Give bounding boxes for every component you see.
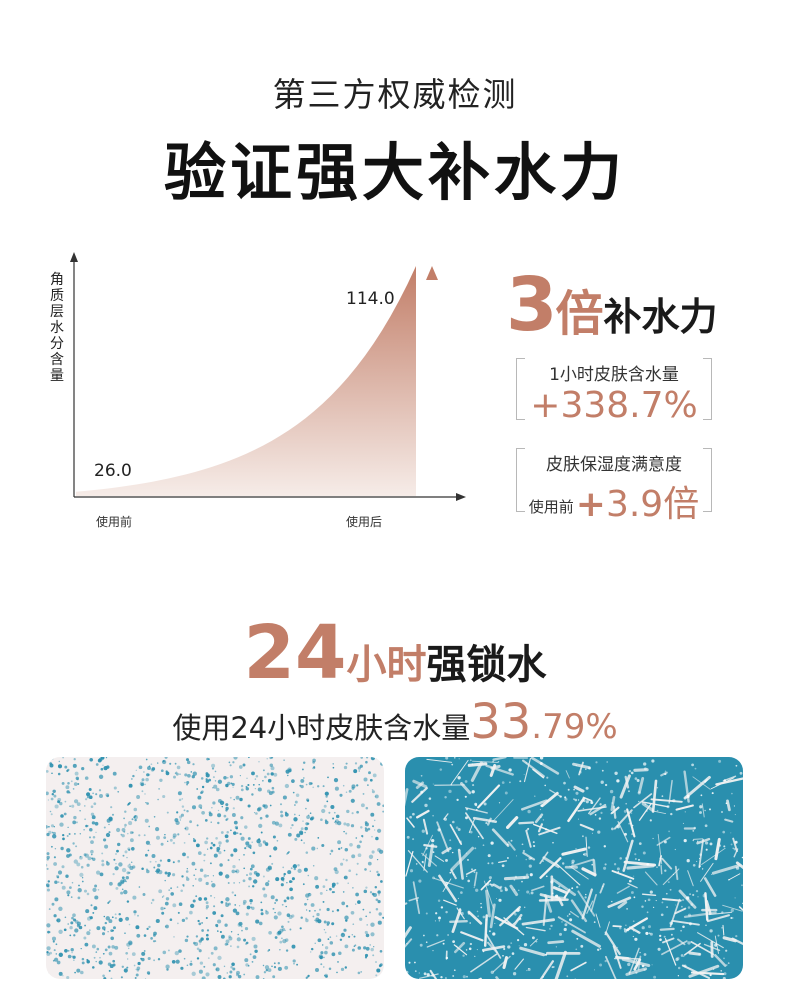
stat-box-moisture-label: 1小时皮肤含水量 (549, 365, 679, 385)
lock-headline-number: 24 (243, 610, 347, 696)
stat-box-satisfaction-value: 3.9倍 (605, 484, 700, 525)
bracket-left (516, 358, 525, 420)
stat-headline-text: 补水力 (603, 295, 718, 339)
stat-box-satisfaction: 皮肤保湿度满意度 使用前+3.9倍 (516, 448, 712, 525)
stat-headline-number: 3 (506, 262, 557, 348)
after-skin-image (405, 757, 743, 979)
lock-headline: 24小时强锁水 (0, 610, 790, 696)
moisture-chart: 26.0 114.0 使用前 使用后 (70, 252, 466, 529)
lock-subline-value-small: .79% (531, 707, 618, 747)
lock-subline-text: 使用24小时皮肤含水量 (172, 711, 471, 745)
stat-box-moisture-value: +338.7% (530, 385, 698, 426)
bracket-right (703, 358, 712, 420)
chart-data-label-before: 26.0 (94, 461, 132, 481)
stat-box-satisfaction-prefix: 使用前 (528, 497, 574, 516)
stat-headline-unit: 倍 (555, 286, 604, 342)
chart-category-before: 使用前 (96, 514, 132, 529)
chart-area (76, 266, 416, 496)
chart-y-axis-arrow (70, 252, 78, 262)
chart-category-after: 使用后 (346, 514, 382, 529)
stat-headline: 3倍补水力 (506, 262, 766, 348)
stat-box-moisture: 1小时皮肤含水量 +338.7% (516, 358, 712, 426)
page-subtitle: 第三方权威检测 (272, 75, 518, 114)
page-title: 验证强大补水力 (163, 136, 626, 209)
chart-data-label-after: 114.0 (346, 289, 395, 309)
bracket-left (516, 448, 525, 512)
lock-subline: 使用24小时皮肤含水量33.79% (0, 694, 790, 750)
increase-arrow-head (426, 266, 438, 280)
bracket-right (703, 448, 712, 512)
lock-subline-value-big: 33 (470, 694, 532, 750)
stat-box-satisfaction-label: 皮肤保湿度满意度 (546, 455, 682, 475)
stat-box-satisfaction-value-row: 使用前+3.9倍 (516, 475, 712, 527)
chart-x-axis-arrow (456, 493, 466, 501)
lock-headline-text: 强锁水 (426, 642, 547, 688)
stat-box-satisfaction-plus: + (575, 484, 606, 525)
before-skin-image (46, 757, 384, 979)
lock-headline-accent: 小时 (346, 642, 427, 688)
chart-y-axis-label: 角质层水分含量 (50, 272, 64, 384)
